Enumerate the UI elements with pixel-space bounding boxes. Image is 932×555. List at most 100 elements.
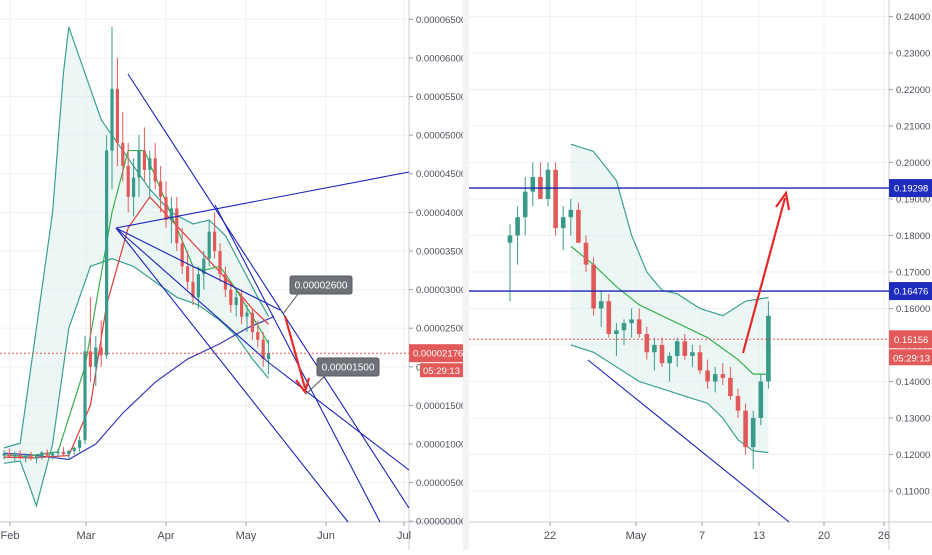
candle[interactable] [750, 417, 756, 448]
candle[interactable] [13, 454, 17, 457]
candle[interactable] [522, 191, 528, 218]
candle[interactable] [674, 341, 680, 356]
candle[interactable] [553, 169, 558, 229]
candle[interactable] [705, 370, 710, 382]
candle[interactable] [652, 344, 657, 353]
candle[interactable] [45, 452, 49, 456]
candle[interactable] [207, 231, 211, 259]
candle[interactable] [245, 312, 249, 317]
candle[interactable] [530, 177, 536, 192]
right-chart[interactable]: 0.24000 0.23000 0.22000 0.21000 0.20000 0.190… [469, 0, 932, 550]
candle[interactable] [2, 453, 6, 456]
candle[interactable] [132, 177, 136, 197]
candle[interactable] [256, 332, 260, 340]
price-axis[interactable] [889, 0, 932, 550]
candle[interactable] [735, 396, 741, 411]
right-chart-pane[interactable]: 0.24000 0.23000 0.22000 0.21000 0.20000 0.190… [469, 0, 932, 550]
candle[interactable] [545, 169, 551, 199]
left-chart-pane[interactable]: 0.00006500 0.00006000 0.00005500 0.00005000… [0, 0, 466, 550]
candle[interactable] [598, 301, 604, 309]
forecast-arrow[interactable] [741, 197, 787, 354]
candle[interactable] [682, 341, 688, 356]
candle[interactable] [78, 440, 82, 448]
candle[interactable] [507, 235, 513, 243]
candle[interactable] [606, 301, 612, 335]
trendline[interactable] [267, 361, 410, 471]
candle[interactable] [169, 208, 173, 221]
candle[interactable] [67, 450, 71, 455]
candle[interactable] [621, 323, 627, 331]
candle[interactable] [766, 315, 771, 382]
candle[interactable] [636, 319, 642, 335]
candle[interactable] [148, 158, 152, 170]
candle[interactable] [191, 281, 195, 298]
price-callout[interactable] [316, 357, 380, 377]
candle[interactable] [61, 451, 65, 455]
candle[interactable] [568, 209, 574, 218]
trendline[interactable] [115, 227, 349, 523]
trendline[interactable] [115, 227, 269, 363]
trendline[interactable] [115, 171, 410, 229]
candle[interactable] [72, 447, 76, 451]
candle[interactable] [261, 339, 265, 360]
candle[interactable] [576, 209, 581, 243]
candle[interactable] [88, 351, 92, 367]
candle[interactable] [267, 352, 271, 360]
candle[interactable] [583, 242, 589, 265]
candle[interactable] [213, 231, 217, 251]
candle[interactable] [196, 274, 200, 298]
candle[interactable] [250, 312, 254, 333]
candle[interactable] [758, 381, 764, 418]
candle[interactable] [115, 88, 119, 143]
candle[interactable] [614, 330, 619, 335]
pane-divider[interactable] [463, 0, 469, 550]
candle[interactable] [105, 150, 109, 356]
candle[interactable] [515, 217, 520, 236]
candle[interactable] [164, 196, 168, 221]
candle[interactable] [697, 352, 703, 371]
price-axis[interactable] [409, 0, 463, 550]
forecast-arrow[interactable] [283, 315, 307, 389]
candle[interactable] [83, 351, 87, 441]
candle[interactable] [720, 374, 726, 378]
candle[interactable] [34, 456, 38, 459]
candle[interactable] [218, 250, 222, 275]
price-callout[interactable] [289, 275, 353, 295]
candle[interactable] [667, 355, 672, 364]
candle[interactable] [121, 142, 125, 167]
candle[interactable] [99, 347, 103, 356]
candle[interactable] [240, 297, 244, 317]
candle[interactable] [29, 455, 33, 459]
trendline[interactable] [587, 359, 790, 523]
candle[interactable] [94, 347, 98, 367]
candle[interactable] [40, 452, 44, 457]
candle[interactable] [24, 455, 28, 458]
candle[interactable] [629, 319, 634, 324]
candle[interactable] [229, 289, 233, 306]
candle[interactable] [159, 181, 163, 197]
candle[interactable] [110, 88, 114, 151]
candle[interactable] [644, 334, 650, 353]
candle[interactable] [56, 451, 60, 454]
candle[interactable] [153, 158, 157, 182]
candle[interactable] [180, 243, 184, 267]
candle[interactable] [728, 377, 733, 397]
candle[interactable] [175, 208, 179, 244]
candle[interactable] [126, 166, 130, 197]
candle[interactable] [659, 344, 665, 364]
left-chart[interactable]: 0.00006500 0.00006000 0.00005500 0.00005000… [0, 0, 466, 550]
candle[interactable] [7, 453, 11, 457]
candle[interactable] [51, 453, 55, 456]
candle[interactable] [234, 297, 238, 306]
trendline[interactable] [127, 73, 410, 509]
candle[interactable] [743, 410, 748, 448]
candle[interactable] [202, 258, 206, 275]
candle[interactable] [18, 454, 22, 458]
candle[interactable] [186, 266, 190, 282]
candle[interactable] [137, 150, 141, 178]
candle[interactable] [560, 217, 566, 229]
candle[interactable] [591, 264, 596, 309]
candle[interactable] [690, 352, 695, 356]
trendline[interactable] [115, 227, 281, 311]
candle[interactable] [712, 374, 718, 382]
